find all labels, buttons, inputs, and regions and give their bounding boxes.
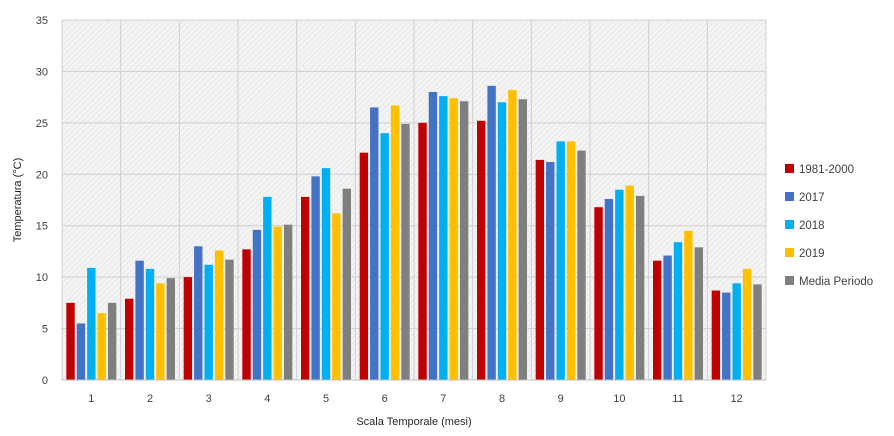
legend-label: 2018 (799, 220, 825, 232)
bar (87, 267, 96, 380)
x-tick-label: 3 (206, 393, 212, 405)
bar (566, 141, 576, 380)
y-tick-label: 15 (36, 221, 48, 233)
bar (535, 159, 545, 380)
bar (183, 277, 193, 380)
bar (204, 264, 213, 380)
legend: 1981-2000 2017 2018 2019 Media Periodo (785, 164, 873, 288)
bar (753, 284, 762, 380)
x-tick-labels: 1 2 3 4 5 6 7 8 9 10 11 12 (88, 393, 743, 405)
x-tick-label: 11 (672, 393, 683, 405)
x-axis-title: Scala Temporale (mesi) (356, 416, 471, 428)
bar (301, 196, 310, 380)
y-tick-label: 10 (36, 272, 48, 284)
bar (428, 92, 438, 380)
bar (273, 226, 282, 380)
x-tick-label: 9 (558, 393, 564, 405)
bar (283, 224, 293, 380)
bar (604, 198, 614, 380)
bar (497, 102, 507, 381)
y-tick-label: 5 (42, 324, 48, 336)
bar (449, 98, 458, 381)
bar (342, 188, 351, 380)
grid-lines (61, 19, 767, 380)
legend-swatch (785, 164, 794, 173)
bar (742, 268, 752, 380)
bar (125, 298, 134, 380)
bar (439, 96, 448, 380)
bar (263, 196, 272, 380)
bar (225, 259, 234, 380)
bar (97, 313, 106, 380)
x-tick-label: 12 (731, 393, 743, 405)
bar (252, 229, 262, 380)
bar (166, 278, 175, 380)
x-tick-label: 10 (613, 393, 625, 405)
bar (401, 123, 410, 380)
bar (418, 122, 427, 380)
bar (359, 152, 369, 380)
y-tick-label: 0 (42, 375, 48, 387)
bar (732, 283, 741, 380)
bar (321, 168, 331, 380)
legend-label: 1981-2000 (799, 164, 854, 176)
x-tick-label: 4 (264, 393, 270, 405)
bar (594, 207, 603, 380)
bar (508, 89, 517, 380)
y-tick-label: 20 (36, 169, 48, 181)
bar (625, 185, 634, 380)
bar (332, 213, 341, 380)
bar (311, 176, 320, 380)
x-tick-label: 6 (382, 393, 388, 405)
bar (673, 242, 683, 380)
bar (684, 230, 693, 380)
legend-label: 2017 (799, 192, 825, 204)
bar (214, 250, 224, 380)
x-tick-label: 5 (323, 393, 329, 405)
bar (663, 255, 672, 380)
bar (370, 107, 379, 380)
legend-swatch (785, 220, 794, 229)
bar (66, 302, 75, 380)
x-tick-label: 7 (440, 393, 446, 405)
bar (242, 249, 251, 380)
bar (76, 323, 86, 380)
bar (556, 141, 565, 380)
bar (653, 260, 662, 380)
bar (518, 99, 527, 380)
y-tick-label: 25 (36, 118, 48, 130)
legend-swatch (785, 276, 794, 285)
legend-swatch (785, 192, 794, 201)
y-axis-title: Temperatura (°C) (12, 158, 24, 242)
x-tick-label: 8 (499, 393, 505, 405)
bar (156, 283, 165, 380)
bar (487, 85, 496, 380)
bar (145, 268, 155, 380)
bar (390, 105, 400, 380)
bar (577, 150, 586, 380)
bar (694, 247, 703, 380)
bar (107, 302, 117, 380)
bar (380, 133, 389, 380)
y-tick-labels: 0 5 10 15 20 25 30 35 (36, 15, 48, 387)
y-tick-label: 30 (36, 66, 48, 78)
bar (722, 292, 731, 380)
bar (477, 120, 486, 381)
legend-swatch (785, 248, 794, 257)
bar (546, 161, 555, 380)
bar (711, 290, 721, 380)
y-tick-label: 35 (36, 15, 48, 27)
legend-label: 2019 (799, 248, 825, 260)
bar (459, 101, 469, 380)
legend-label: Media Periodo (799, 276, 873, 288)
bar (615, 189, 624, 380)
bar (635, 195, 645, 380)
bars (66, 85, 762, 381)
bar (135, 260, 144, 380)
x-tick-label: 2 (147, 393, 153, 405)
x-tick-label: 1 (88, 393, 94, 405)
bar (194, 246, 203, 380)
